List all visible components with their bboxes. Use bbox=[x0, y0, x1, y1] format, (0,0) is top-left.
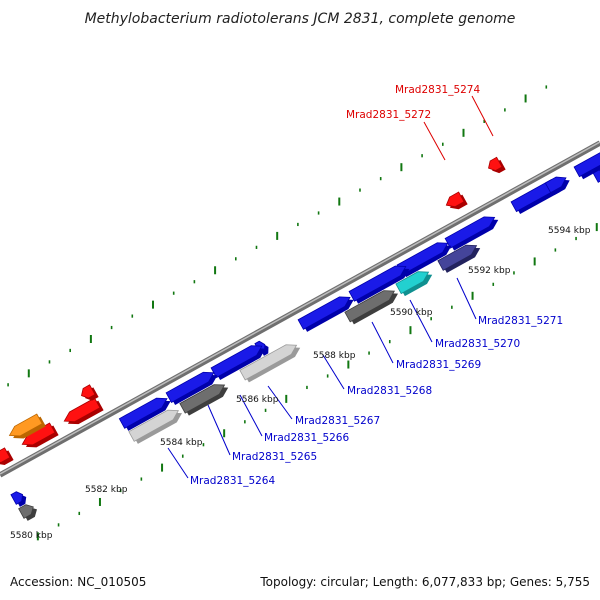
reverse-gene-labels: Mrad2831_5264 Mrad2831_5265 Mrad2831_526… bbox=[190, 315, 563, 487]
gene-feature[interactable] bbox=[118, 393, 173, 432]
leader-line bbox=[207, 404, 231, 456]
gene-label[interactable]: Mrad2831_5264 bbox=[190, 475, 275, 487]
genome-summary-text: Topology: circular; Length: 6,077,833 bp… bbox=[259, 575, 590, 589]
gene-arrow[interactable] bbox=[79, 384, 96, 401]
scale-label: 5580 kbp bbox=[10, 531, 53, 541]
leader-line bbox=[423, 121, 446, 161]
scale-label: 5588 kbp bbox=[313, 351, 356, 361]
gene-label[interactable]: Mrad2831_5267 bbox=[295, 415, 380, 427]
scale-label: 5594 kbp bbox=[548, 226, 591, 236]
gene-arrow[interactable] bbox=[179, 380, 227, 414]
gene-features bbox=[0, 143, 600, 522]
scale-label: 5584 kbp bbox=[160, 438, 203, 448]
gene-feature[interactable] bbox=[297, 292, 356, 333]
scale-labels: 5580 kbp 5582 kbp 5584 kbp 5586 kbp 5588… bbox=[10, 226, 591, 541]
leader-line bbox=[471, 95, 494, 137]
backbone-line bbox=[0, 140, 600, 478]
tick-marks bbox=[7, 85, 598, 541]
leader-line bbox=[167, 447, 189, 479]
gene-feature[interactable] bbox=[444, 191, 468, 213]
gene-arrow[interactable] bbox=[348, 262, 408, 302]
scale-label: 5590 kbp bbox=[390, 308, 433, 318]
accession-text: Accession: NC_010505 bbox=[10, 575, 146, 589]
gene-arrow[interactable] bbox=[10, 490, 25, 505]
genome-backbone bbox=[0, 140, 600, 478]
gene-arrow[interactable] bbox=[62, 397, 101, 426]
gene-feature[interactable] bbox=[239, 339, 303, 383]
scale-label: 5592 kbp bbox=[468, 266, 511, 276]
gene-feature[interactable] bbox=[165, 367, 220, 406]
gene-feature[interactable] bbox=[20, 422, 59, 453]
gene-label[interactable]: Mrad2831_5271 bbox=[478, 315, 563, 327]
gene-arrow[interactable] bbox=[297, 293, 353, 330]
leader-line bbox=[239, 394, 263, 437]
gene-feature[interactable] bbox=[79, 384, 99, 404]
gene-feature[interactable] bbox=[179, 379, 231, 416]
label-leader-lines bbox=[167, 95, 494, 479]
scale-label: 5586 kbp bbox=[236, 395, 279, 405]
gene-feature[interactable] bbox=[18, 501, 40, 522]
gene-arrow[interactable] bbox=[544, 173, 568, 194]
gene-label[interactable]: Mrad2831_5270 bbox=[435, 338, 520, 350]
gene-feature[interactable] bbox=[395, 266, 435, 297]
gene-feature[interactable] bbox=[344, 285, 401, 325]
gene-arrow[interactable] bbox=[0, 447, 11, 466]
gene-feature[interactable] bbox=[128, 405, 185, 445]
backbone-highlight bbox=[0, 141, 600, 475]
gene-feature[interactable] bbox=[348, 261, 412, 305]
gene-arrow[interactable] bbox=[395, 267, 431, 295]
gene-arrow[interactable] bbox=[239, 340, 299, 381]
gene-arrow[interactable] bbox=[128, 406, 181, 442]
leader-line bbox=[267, 385, 293, 420]
leader-line bbox=[456, 277, 477, 320]
gene-arrow[interactable] bbox=[486, 156, 503, 173]
leader-line bbox=[371, 321, 394, 364]
gene-label[interactable]: Mrad2831_5274 bbox=[395, 84, 480, 96]
gene-feature[interactable] bbox=[0, 447, 14, 469]
gene-feature[interactable] bbox=[544, 172, 572, 196]
gene-arrow[interactable] bbox=[444, 191, 465, 210]
gene-label[interactable]: Mrad2831_5269 bbox=[396, 359, 481, 371]
leader-line bbox=[409, 299, 433, 343]
gene-arrow[interactable] bbox=[165, 368, 216, 403]
gene-feature[interactable] bbox=[62, 397, 104, 429]
gene-arrow[interactable] bbox=[18, 502, 36, 519]
gene-feature[interactable] bbox=[10, 489, 29, 508]
gene-label[interactable]: Mrad2831_5268 bbox=[347, 385, 432, 397]
gene-label[interactable]: Mrad2831_5272 bbox=[346, 109, 431, 121]
gene-feature[interactable] bbox=[573, 143, 600, 180]
gene-arrow[interactable] bbox=[437, 241, 479, 271]
gene-feature[interactable] bbox=[486, 156, 506, 176]
gene-arrow[interactable] bbox=[20, 422, 56, 449]
gene-arrow[interactable] bbox=[7, 413, 43, 440]
gene-arrow[interactable] bbox=[118, 394, 169, 429]
gene-feature[interactable] bbox=[7, 413, 46, 444]
gene-shadow bbox=[577, 150, 600, 180]
scale-label: 5582 kbp bbox=[85, 485, 128, 495]
gene-feature[interactable] bbox=[437, 240, 483, 274]
gene-arrow[interactable] bbox=[344, 286, 397, 323]
forward-gene-labels: Mrad2831_5272 Mrad2831_5274 bbox=[346, 84, 480, 121]
gene-arrow[interactable] bbox=[573, 144, 600, 178]
leader-line bbox=[322, 354, 345, 390]
gene-label[interactable]: Mrad2831_5265 bbox=[232, 451, 317, 463]
gene-label[interactable]: Mrad2831_5266 bbox=[264, 432, 349, 444]
map-title: Methylobacterium radiotolerans JCM 2831,… bbox=[85, 11, 516, 27]
